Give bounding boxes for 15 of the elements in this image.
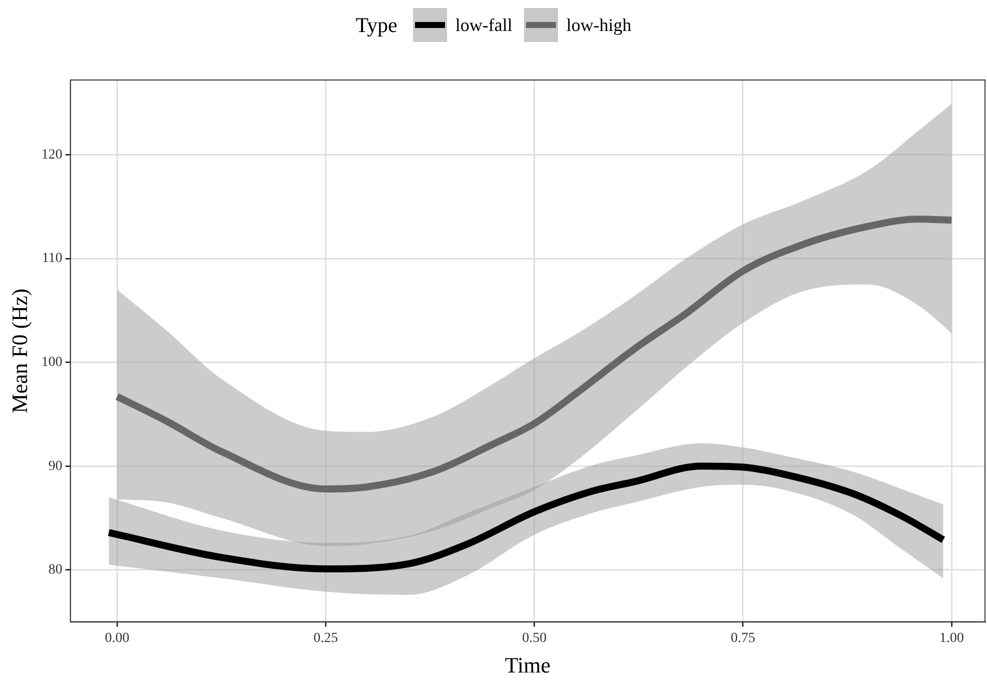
- x-tick-label: 0.75: [730, 630, 756, 646]
- x-tick-label: 0.25: [314, 630, 338, 646]
- y-tick-label: 90: [48, 458, 62, 474]
- x-tick-label: 0.50: [522, 630, 547, 646]
- y-tick-label: 80: [48, 562, 62, 578]
- x-tick-label: 0.00: [104, 630, 130, 646]
- y-tick-label: 100: [41, 354, 62, 370]
- legend-title: Type: [356, 12, 398, 38]
- y-tick-label: 110: [42, 251, 62, 266]
- x-tick-label: 1.00: [939, 630, 964, 646]
- x-axis-title: Time: [504, 652, 551, 678]
- y-axis-title: Mean F0 (Hz): [6, 288, 32, 414]
- legend-label: low-fall: [455, 14, 512, 36]
- legend-label: low-high: [566, 14, 632, 36]
- y-tick-label: 120: [41, 147, 62, 162]
